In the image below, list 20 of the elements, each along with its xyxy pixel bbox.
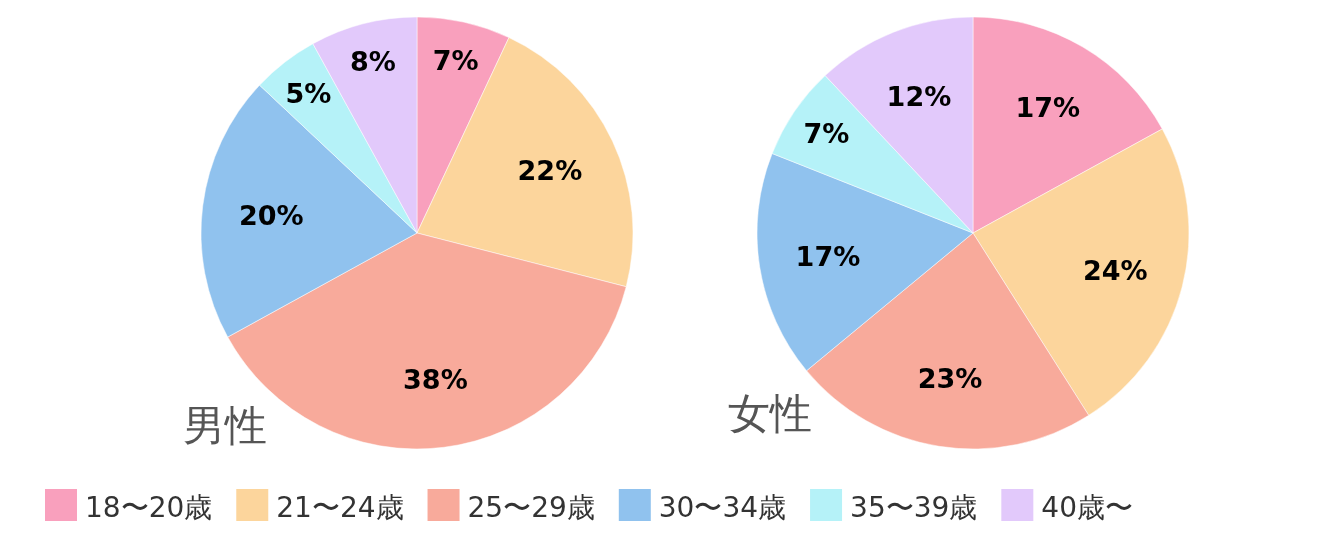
text: 男性 [183,401,267,450]
legend-label: 35〜39歳 [850,491,978,524]
data-label: 7% [432,45,479,77]
data-label: 7% [803,118,850,150]
data-label: 23% [917,363,983,395]
data-label: 8% [350,46,396,78]
legend-label: 30〜34歳 [658,491,787,524]
data-label: 17% [1015,91,1081,123]
legend-label: 25〜29歳 [467,491,595,524]
text: 女性 [728,389,812,438]
data-label: 24% [1082,254,1148,286]
data-label: 5% [285,78,332,110]
legend-label: 18〜20歳 [85,491,213,524]
legend-label: 21〜24歳 [276,491,404,524]
data-label: 22% [517,155,583,187]
data-label: 17% [795,240,861,272]
data-label: 38% [403,363,468,395]
data-label: 12% [886,81,952,113]
legend-label: 40歳〜 [1041,491,1133,524]
data-label: 20% [238,199,304,231]
